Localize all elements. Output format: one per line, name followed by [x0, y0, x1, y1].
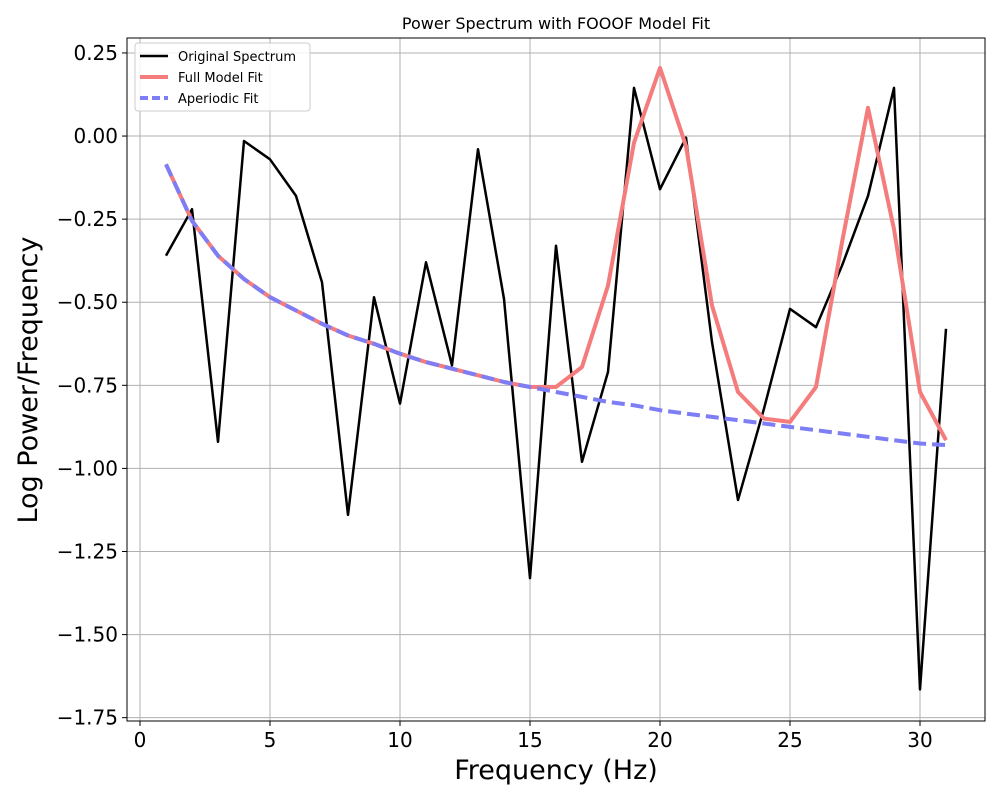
legend-label: Aperiodic Fit — [178, 92, 258, 107]
series-line-1 — [164, 86, 948, 691]
y-tick-label: −1.25 — [57, 539, 118, 563]
x-tick-label: 20 — [647, 728, 672, 752]
legend: Original Spectrum Full Model Fit Aperiodic… — [134, 42, 311, 112]
y-tick-label: 0.00 — [73, 124, 118, 148]
chart-title: Power Spectrum with FOOOF Model Fit — [402, 14, 710, 33]
y-axis-label: Log Power/Frequency — [13, 236, 44, 523]
plot-frame — [126, 37, 986, 722]
y-tick-label: 0.25 — [73, 41, 118, 65]
y-axis-ticks: 0.25 0.00 −0.25 −0.50 −0.75 −1.00 −1.25 −1.50 −1… — [57, 41, 127, 730]
x-tick-label: 25 — [777, 728, 802, 752]
legend-label: Full Model Fit — [178, 71, 263, 86]
legend-label: Original Spectrum — [178, 50, 296, 65]
x-tick-label: 15 — [517, 728, 542, 752]
y-tick-label: −1.00 — [57, 456, 118, 480]
x-axis-ticks: 0 5 10 15 20 25 30 — [134, 721, 933, 752]
x-axis-label: Frequency (Hz) — [454, 755, 658, 786]
x-tick-label: 5 — [264, 728, 277, 752]
y-tick-label: −0.75 — [57, 373, 118, 397]
y-tick-label: −1.50 — [57, 623, 118, 647]
x-tick-label: 10 — [387, 728, 412, 752]
series-line-3 — [164, 163, 947, 448]
grid — [127, 38, 985, 721]
y-tick-label: −0.25 — [57, 207, 118, 231]
legend-box — [134, 42, 311, 112]
y-tick-label: −1.75 — [57, 706, 118, 730]
series-lines — [164, 65, 948, 691]
x-tick-label: 30 — [907, 728, 932, 752]
x-tick-label: 0 — [134, 728, 147, 752]
y-tick-label: −0.50 — [57, 290, 118, 314]
